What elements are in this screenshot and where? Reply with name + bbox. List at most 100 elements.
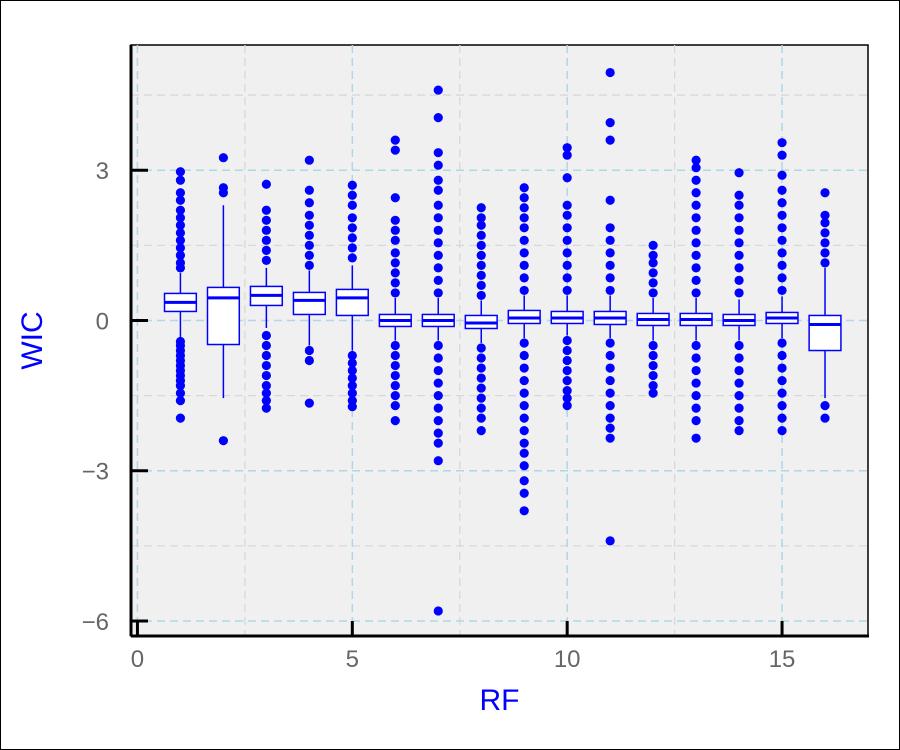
outlier-point [562,235,572,245]
outlier-point [347,350,357,361]
y-tick-label: −6 [82,609,109,636]
outlier-point [433,225,443,235]
outlier-point [691,238,701,248]
outlier-point [734,365,744,376]
outlier-point [562,273,572,283]
outlier-point [261,340,271,351]
outlier-point [605,433,615,443]
box-group-9 [507,183,541,516]
outlier-point [777,223,787,233]
outlier-point [777,170,787,180]
outlier-point [648,360,658,371]
outlier-point [734,340,744,351]
outlier-point [390,360,400,371]
outlier-point [261,225,271,235]
outlier-point [175,188,186,198]
box-group-12 [636,240,670,398]
outlier-point [390,193,400,203]
outlier-point [476,383,486,393]
outlier-point [476,353,486,363]
outlier-point [562,385,572,396]
outlier-point [519,338,529,348]
outlier-point [519,506,529,516]
outlier-point [691,390,701,401]
outlier-point [691,263,701,273]
outlier-point [777,150,787,160]
outlier-point [648,350,658,361]
y-tick-label: 3 [96,158,109,185]
outlier-point [390,380,400,391]
outlier-point [390,390,400,401]
outlier-point [605,285,615,296]
outlier-point [562,375,572,386]
box-group-7 [421,85,455,616]
outlier-point [605,67,615,78]
outlier-point [605,413,615,423]
outlier-point [261,255,271,265]
box [206,286,241,346]
outlier-point [820,413,830,423]
outlier-point [734,238,744,248]
outlier-point [433,275,443,285]
outlier-point [648,268,658,278]
outlier-point [261,245,271,255]
outlier-point [175,380,186,391]
outlier-point [562,173,572,183]
outlier-point [347,380,357,391]
outlier-point [304,250,314,260]
outlier-point [734,353,744,363]
outlier-point [218,153,228,163]
outlier-point [476,240,486,250]
box [808,314,842,352]
outlier-point [433,113,443,123]
outlier-point [605,273,615,283]
outlier-point [347,180,357,190]
outlier-point [261,388,271,398]
outlier-point [519,388,529,398]
outlier-point [777,260,787,270]
x-tick-label: 5 [346,646,359,673]
outlier-point [777,198,787,208]
outlier-point [691,200,701,210]
outlier-point [519,350,529,361]
outlier-point [347,213,357,223]
outlier-point [261,350,271,361]
x-tick-label: 15 [769,646,796,673]
outlier-point [433,378,443,388]
outlier-point [562,248,572,258]
outlier-point [390,258,400,268]
outlier-point [562,285,572,296]
outlier-point [476,363,486,373]
outlier-point [304,345,314,356]
outlier-point [820,228,830,238]
outlier-point [433,390,443,401]
outlier-point [519,285,529,296]
outlier-point [562,335,572,346]
outlier-point [304,185,314,195]
outlier-point [304,260,314,270]
outlier-point [304,355,314,366]
outlier-point [648,240,658,250]
outlier-point [562,150,572,160]
outlier-point [734,403,744,413]
outlier-point [218,436,228,446]
outlier-point [605,338,615,348]
outlier-point [347,253,357,263]
outlier-point [347,365,357,376]
outlier-point [648,278,658,288]
outlier-point [691,353,701,363]
outlier-point [519,248,529,258]
outlier-point [433,340,443,351]
outlier-point [777,401,787,411]
outlier-point [519,426,529,436]
box-group-14 [722,168,756,436]
outlier-point [691,416,701,426]
outlier-point [519,448,529,458]
outlier-point [605,388,615,398]
outlier-point [605,375,615,386]
axes: 0 5 10 15 −6 −3 0 3 [82,45,869,673]
x-axis-title: RF [480,684,520,717]
outlier-point [175,413,186,423]
outlier-point [261,380,271,391]
outlier-point [347,233,357,243]
